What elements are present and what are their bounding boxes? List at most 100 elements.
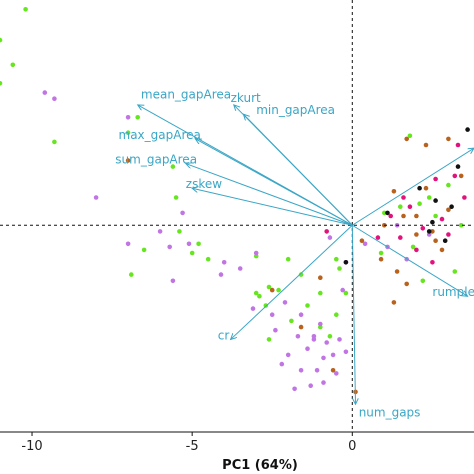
data-point-purple [237, 266, 243, 271]
data-point-purple [170, 278, 176, 284]
data-point-brown [378, 256, 384, 262]
x-tick-label: -10 [21, 439, 42, 454]
data-point-brown [446, 136, 451, 142]
data-point-purple [318, 321, 323, 327]
data-point-purple [340, 287, 346, 293]
data-point-magenta [414, 247, 419, 253]
data-point-black [426, 229, 432, 234]
data-point-black [417, 185, 422, 191]
data-point-brown [391, 189, 397, 194]
data-point-purple [330, 352, 336, 358]
data-point-magenta [452, 173, 458, 179]
loading-arrow-min-gapArea [243, 114, 353, 226]
data-point-green [305, 303, 310, 308]
data-point-brown [430, 229, 435, 234]
data-point-black [442, 238, 448, 243]
data-point-purple [362, 241, 368, 247]
data-point-brown [439, 247, 445, 253]
data-point-magenta [420, 226, 426, 231]
data-point-black [430, 219, 435, 225]
x-axis: -10 -5 0 PC1 (64%) [0, 431, 474, 473]
loading-label-min-gapArea: min_gapArea [256, 103, 335, 117]
data-point-green [382, 210, 387, 216]
data-point-green [417, 201, 422, 206]
data-point-brown [446, 207, 451, 213]
loading-arrow-zskew [192, 188, 353, 226]
data-point-green [196, 241, 201, 247]
data-point-green [125, 130, 131, 135]
data-point-black [465, 127, 470, 132]
data-point-purple [298, 368, 304, 373]
data-point-black [455, 164, 461, 169]
data-point-purple [337, 337, 342, 342]
data-point-purple [321, 355, 326, 361]
data-point-purple [305, 346, 310, 352]
data-point-green [334, 256, 339, 262]
data-point-purple [343, 349, 349, 355]
data-point-purple [321, 380, 326, 385]
data-point-purple [314, 368, 320, 373]
data-point-purple [52, 96, 57, 101]
loading-arrows [138, 105, 474, 404]
loading-arrow-sum-gapArea [186, 164, 353, 226]
data-point-brown [401, 213, 406, 219]
data-point-purple [218, 272, 224, 277]
data-point-green [433, 213, 438, 219]
data-point-green [276, 287, 281, 293]
data-point-brown [458, 173, 464, 179]
data-point-green [452, 269, 458, 274]
data-point-magenta [375, 235, 381, 240]
data-point-purple [250, 306, 256, 311]
x-tick-label: -5 [186, 439, 199, 454]
data-point-green [205, 256, 211, 262]
data-point-green [257, 293, 262, 299]
data-point-purple [279, 361, 285, 367]
loading-arrow-num-gaps [351, 225, 355, 404]
loading-label-max-gapArea: max_gapArea [119, 128, 201, 142]
data-point-green [0, 37, 3, 43]
data-point-green [253, 290, 259, 296]
data-point-green [52, 139, 57, 145]
data-point-green [170, 164, 176, 169]
data-point-purple [324, 340, 330, 345]
data-point-magenta [388, 213, 394, 219]
loading-label-mean-gapArea: mean_gapArea [141, 88, 231, 102]
data-point-purple [186, 241, 192, 247]
x-tick-label: 0 [348, 439, 356, 454]
data-point-brown [359, 238, 365, 243]
x-axis-title: PC1 (64%) [222, 458, 298, 473]
data-point-magenta [407, 204, 413, 209]
data-point-green [407, 133, 413, 139]
data-point-purple [221, 260, 227, 265]
data-point-purple [157, 229, 163, 234]
data-point-purple [311, 337, 317, 342]
data-point-purple [180, 210, 185, 216]
data-point-magenta [433, 176, 438, 182]
data-point-brown [414, 232, 419, 237]
data-point-green [129, 272, 134, 277]
data-point-green [378, 250, 384, 256]
data-point-green [141, 247, 147, 253]
data-point-purple [334, 371, 339, 376]
data-point-brown [298, 324, 304, 330]
data-point-magenta [324, 229, 330, 234]
data-point-black [433, 198, 438, 203]
data-point-brown [404, 136, 410, 142]
data-point-green [337, 266, 342, 271]
data-point-purple [42, 90, 48, 95]
data-point-green [23, 7, 28, 12]
data-point-green [266, 337, 272, 342]
data-point-black [343, 260, 349, 265]
data-point-brown [423, 185, 429, 191]
data-point-green [135, 115, 140, 120]
data-point-purple [125, 115, 131, 120]
data-point-purple [292, 386, 297, 392]
data-point-black [385, 210, 390, 216]
data-point-green [298, 272, 304, 277]
data-point-green [10, 62, 16, 68]
data-point-brown [404, 281, 410, 287]
data-point-green [334, 312, 339, 318]
data-point-green [285, 256, 291, 262]
data-point-green [173, 195, 179, 200]
